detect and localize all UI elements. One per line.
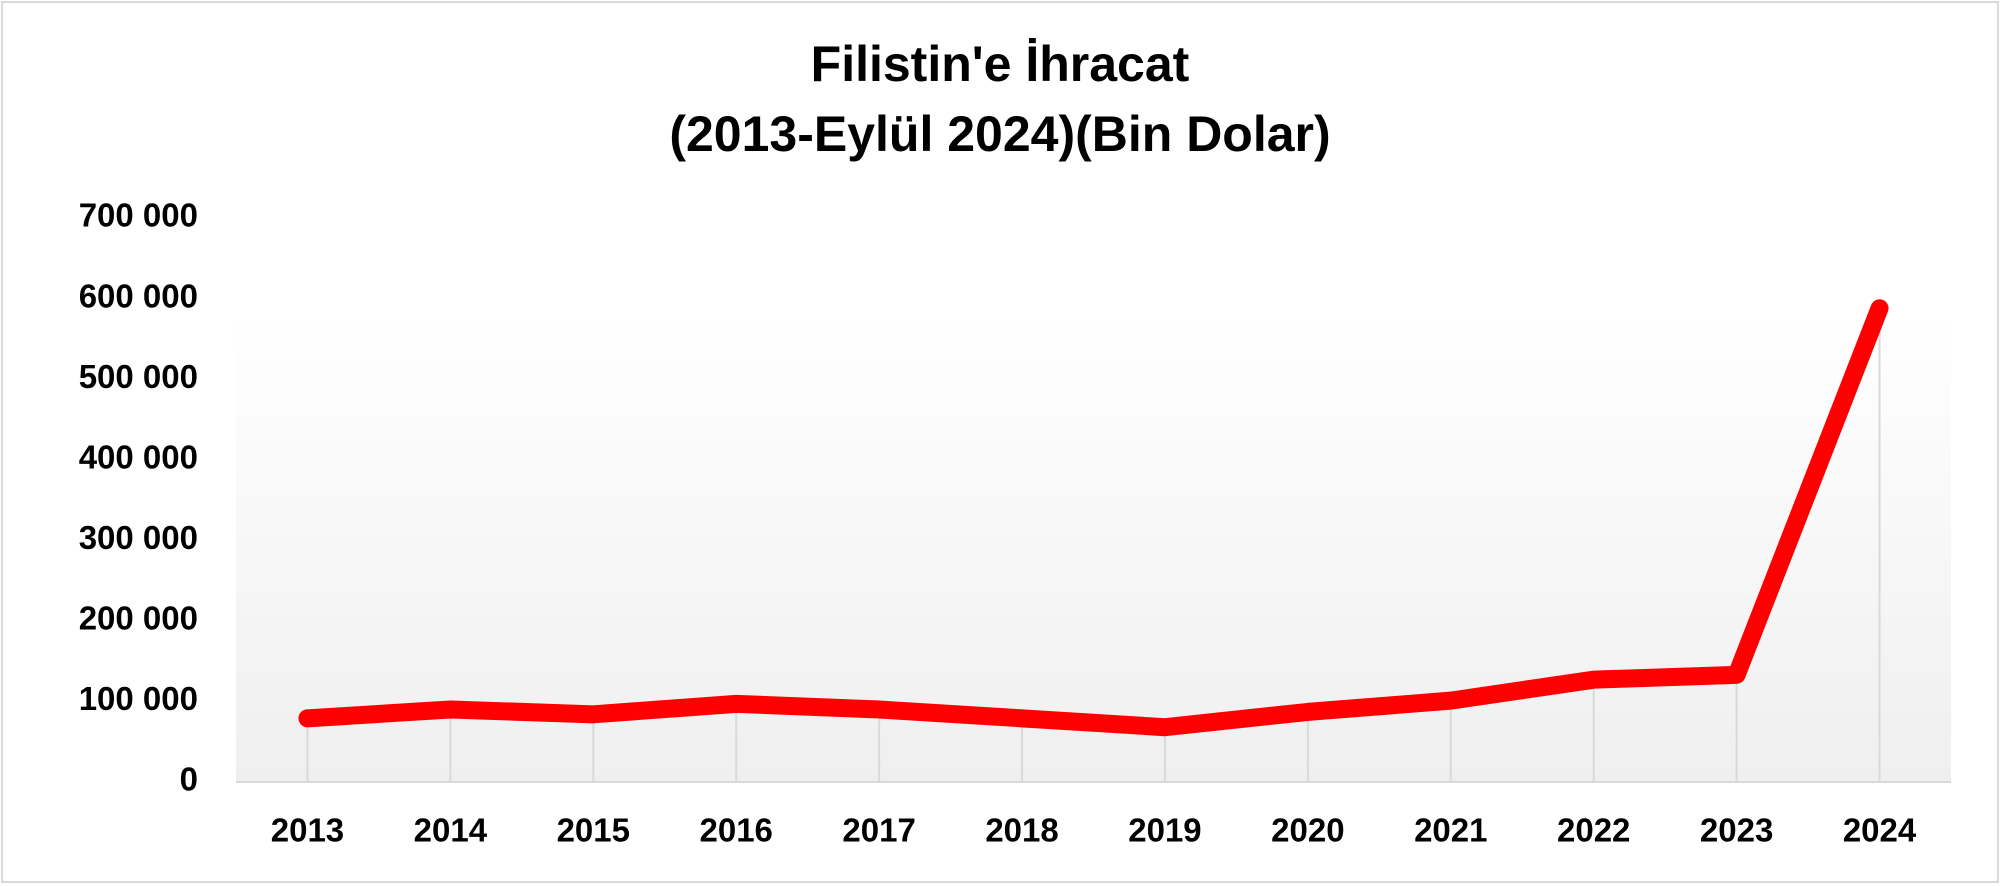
x-tick-label: 2014 bbox=[414, 812, 488, 849]
chart-subtitle: (2013-Eylül 2024)(Bin Dolar) bbox=[669, 106, 1330, 162]
y-tick-label: 300 000 bbox=[79, 519, 198, 556]
x-tick-label: 2017 bbox=[842, 812, 915, 849]
x-tick-label: 2015 bbox=[557, 812, 630, 849]
y-tick-label: 500 000 bbox=[79, 358, 198, 395]
x-tick-label: 2019 bbox=[1128, 812, 1201, 849]
y-tick-label: 400 000 bbox=[79, 438, 198, 475]
x-tick-label: 2018 bbox=[985, 812, 1058, 849]
y-tick-label: 200 000 bbox=[79, 600, 198, 637]
y-tick-label: 100 000 bbox=[79, 680, 198, 717]
x-tick-label: 2016 bbox=[699, 812, 772, 849]
chart-title: Filistin'e İhracat bbox=[811, 36, 1190, 92]
y-tick-label: 700 000 bbox=[79, 197, 198, 234]
x-tick-label: 2023 bbox=[1700, 812, 1773, 849]
y-tick-label: 600 000 bbox=[79, 277, 198, 314]
x-tick-label: 2020 bbox=[1271, 812, 1344, 849]
y-tick-label: 0 bbox=[180, 761, 198, 798]
x-tick-label: 2021 bbox=[1414, 812, 1487, 849]
x-tick-label: 2013 bbox=[271, 812, 344, 849]
data-line bbox=[298, 299, 1889, 737]
x-tick-label: 2022 bbox=[1557, 812, 1630, 849]
x-tick-label: 2024 bbox=[1843, 812, 1917, 849]
